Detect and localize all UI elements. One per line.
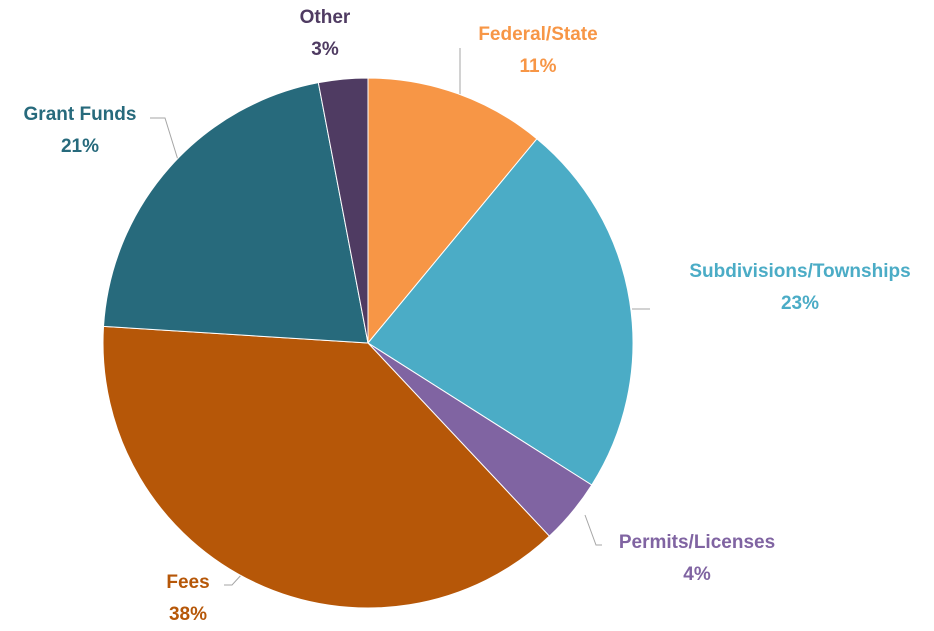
slice-label: Subdivisions/Townships	[689, 261, 910, 282]
pie-slice	[367, 138, 634, 486]
leader-lines	[150, 48, 650, 586]
leader-line	[224, 572, 244, 586]
slice-value-label: 3%	[311, 39, 339, 60]
leader-line	[584, 514, 602, 546]
slice-value-label: 4%	[683, 564, 711, 585]
pie-slice	[102, 325, 551, 609]
slice-label: Federal/State	[478, 24, 597, 45]
slice-label: Permits/Licenses	[619, 532, 775, 553]
pie	[102, 77, 634, 609]
slice-label: Other	[300, 7, 351, 28]
pie-slice	[367, 77, 538, 345]
slice-label: Grant Funds	[24, 104, 137, 125]
slice-value-label: 38%	[169, 604, 207, 625]
slice-value-label: 21%	[61, 136, 99, 157]
slice-value-label: 23%	[781, 293, 819, 314]
slice-value-label: 11%	[520, 56, 557, 77]
leader-line	[150, 117, 179, 161]
slice-label: Fees	[166, 572, 209, 593]
pie-slice	[317, 77, 369, 344]
pie-slice	[102, 82, 369, 344]
